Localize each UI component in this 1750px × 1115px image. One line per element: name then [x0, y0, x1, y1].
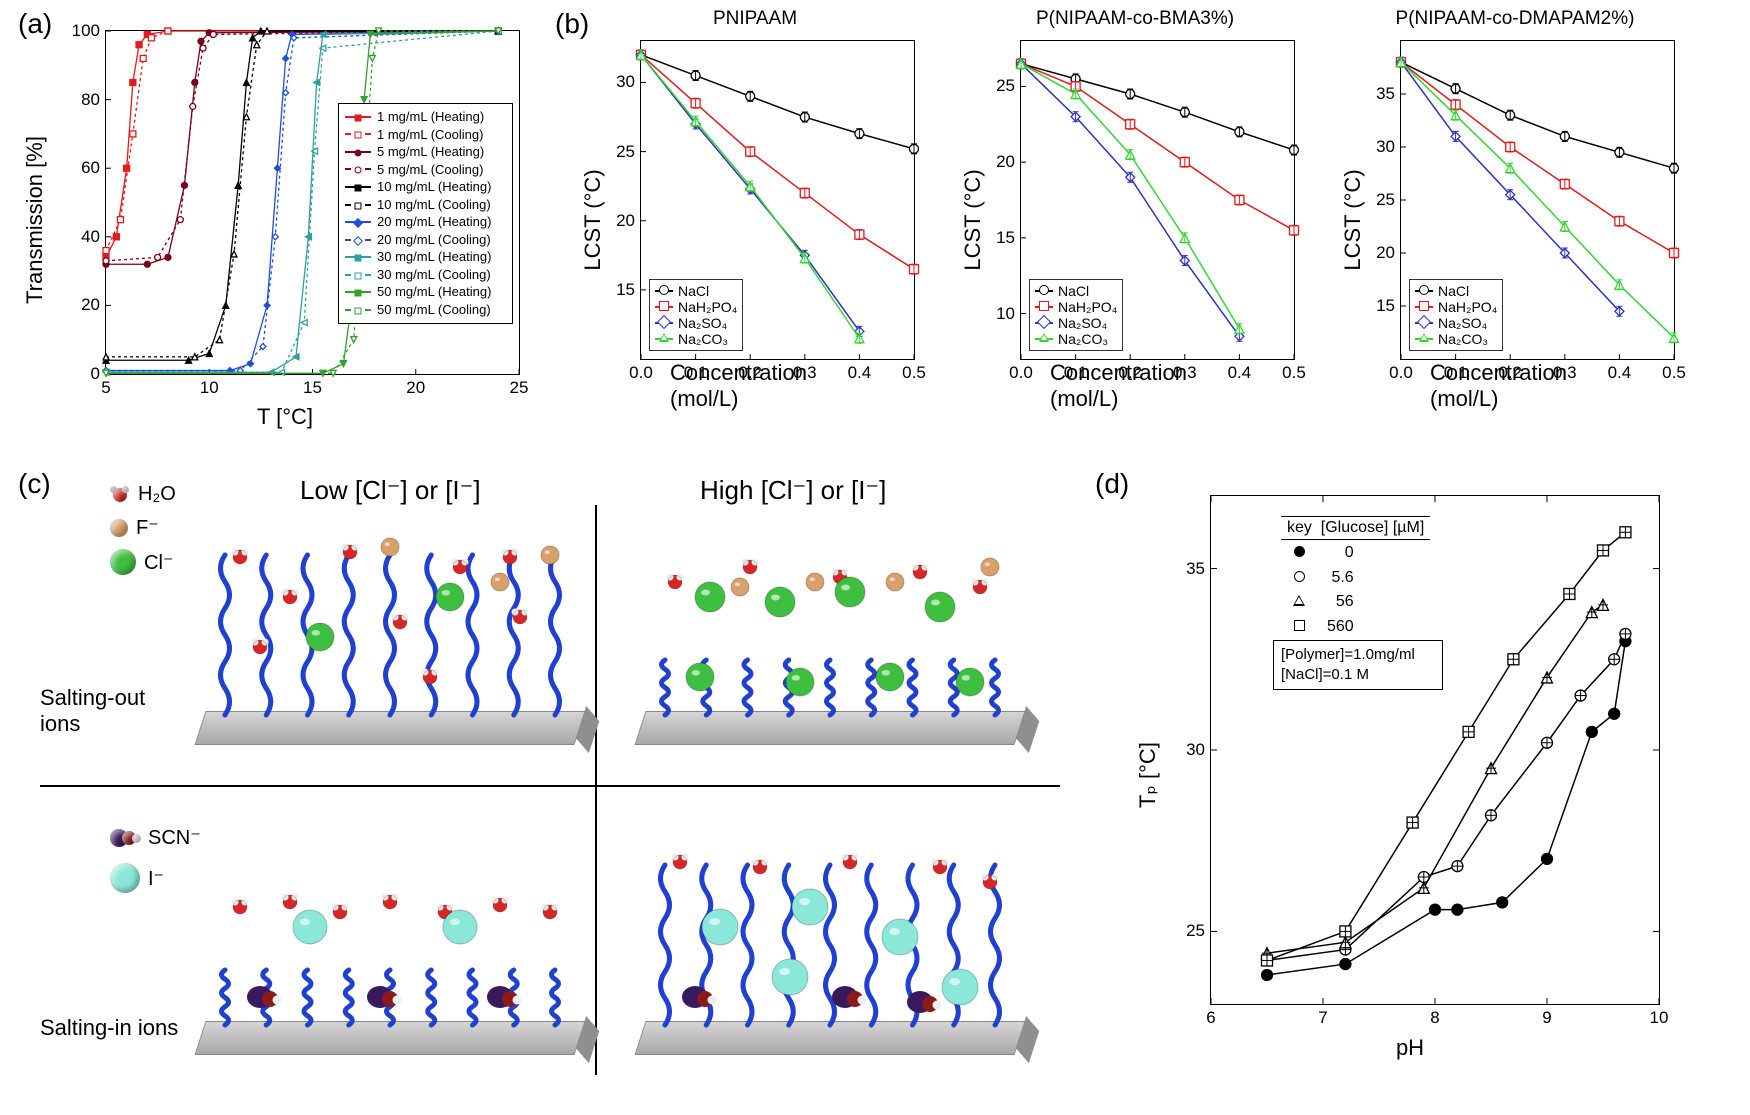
panel-b2-title: P(NIPAAM-co-BMA3%) — [965, 8, 1305, 30]
panel-d-legend: key [Glucose] [µM]05.656560 — [1281, 516, 1430, 640]
panel-b1-title: PNIPAAM — [585, 8, 925, 30]
panel-b3-ylabel: LCST (°C) — [1340, 169, 1366, 270]
panel-a-ylabel: Transmission [%] — [22, 136, 48, 304]
panel-b3-title: P(NIPAAM-co-DMAPAM2%) — [1345, 8, 1685, 30]
panel-a: Transmission [%] 1 mg/mL (Heating)1 mg/m… — [40, 10, 530, 430]
panel-b2-xlabel: Concentration (mol/L) — [1050, 360, 1220, 412]
panel-c-vline — [595, 505, 597, 1075]
panel-a-legend: 1 mg/mL (Heating)1 mg/mL (Cooling)5 mg/m… — [338, 103, 513, 324]
panel-b1-ylabel: LCST (°C) — [580, 169, 606, 270]
panel-c-right-title: High [Cl⁻] or [I⁻] — [700, 475, 886, 506]
panel-label-d: (d) — [1095, 468, 1129, 500]
panel-d-curves — [1211, 496, 1659, 1004]
panel-c-hline — [40, 785, 1060, 787]
panel-b3-plot: NaClNaH₂PO₄Na₂SO₄Na₂CO₃ 0.00.10.20.30.40… — [1400, 40, 1675, 360]
panel-c-row1-label: Salting-out ions — [40, 685, 180, 737]
panel-b3-legend: NaClNaH₂PO₄Na₂SO₄Na₂CO₃ — [1409, 279, 1503, 351]
panel-b2-legend: NaClNaH₂PO₄Na₂SO₄Na₂CO₃ — [1029, 279, 1123, 351]
slab-top-right — [640, 535, 1020, 745]
panel-b1: PNIPAAM LCST (°C) NaClNaH₂PO₄Na₂SO₄Na₂CO… — [585, 10, 925, 430]
panel-d: Tₚ [°C] key [Glucose] [µM]05.656560 [Pol… — [1130, 475, 1690, 1075]
panel-b3-xlabel: Concentration (mol/L) — [1430, 360, 1600, 412]
panel-d-ylabel: Tₚ [°C] — [1135, 742, 1161, 808]
panel-b3: P(NIPAAM-co-DMAPAM2%) LCST (°C) NaClNaH₂… — [1345, 10, 1685, 430]
panel-b2-plot: NaClNaH₂PO₄Na₂SO₄Na₂CO₃ 0.00.10.20.30.40… — [1020, 40, 1295, 360]
panel-b1-plot: NaClNaH₂PO₄Na₂SO₄Na₂CO₃ 0.00.10.20.30.40… — [640, 40, 915, 360]
panel-b2: P(NIPAAM-co-BMA3%) LCST (°C) NaClNaH₂PO₄… — [965, 10, 1305, 430]
slab-bot-left — [200, 845, 580, 1055]
panel-c-left-title: Low [Cl⁻] or [I⁻] — [300, 475, 481, 506]
panel-b1-xlabel: Concentration (mol/L) — [670, 360, 840, 412]
slab-top-left — [200, 535, 580, 745]
panel-d-plot: key [Glucose] [µM]05.656560 [Polymer]=1.… — [1210, 495, 1660, 1005]
panel-a-xlabel: T [°C] — [257, 404, 313, 430]
panel-a-plot: 1 mg/mL (Heating)1 mg/mL (Cooling)5 mg/m… — [105, 30, 520, 375]
panel-d-xlabel: pH — [1396, 1035, 1424, 1061]
panel-b1-legend: NaClNaH₂PO₄Na₂SO₄Na₂CO₃ — [649, 279, 743, 351]
panel-c: H₂OF⁻Cl⁻ SCN⁻I⁻ Low [Cl⁻] or [I⁻] High [… — [40, 475, 1060, 1085]
panel-c-row2-label: Salting-in ions — [40, 1015, 180, 1041]
panel-b2-ylabel: LCST (°C) — [960, 169, 986, 270]
slab-bot-right — [640, 845, 1020, 1055]
